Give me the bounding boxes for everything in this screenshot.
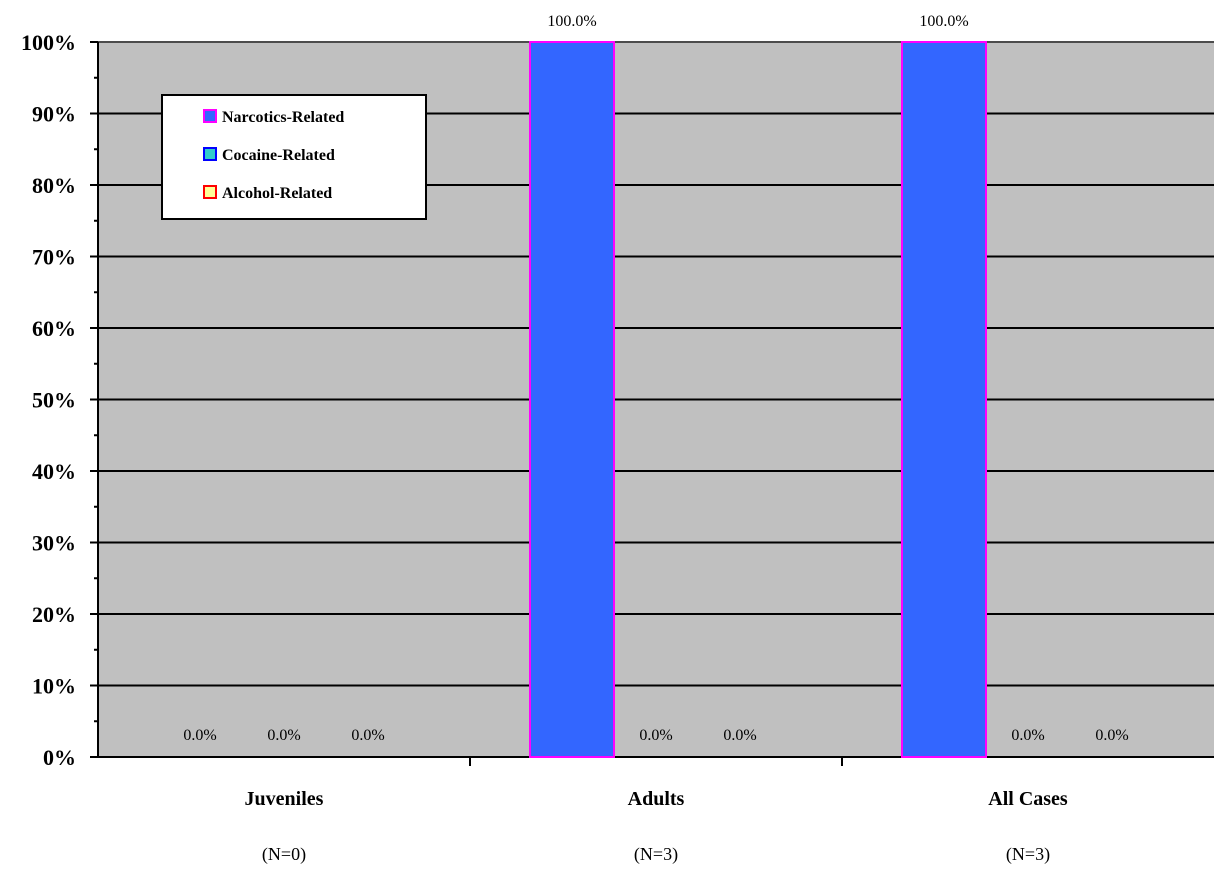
legend-swatch	[204, 186, 216, 198]
y-tick-label: 10%	[32, 674, 76, 699]
category-count-label: (N=0)	[262, 844, 306, 865]
y-tick-label: 0%	[43, 745, 76, 770]
data-label: 0.0%	[267, 727, 300, 744]
y-tick-label: 40%	[32, 459, 76, 484]
category-count-label: (N=3)	[1006, 844, 1050, 865]
y-axis: 0% 10% 20% 30% 40% 50% 60% 70% 80% 90% 100%	[21, 30, 98, 770]
data-label: 100.0%	[547, 13, 596, 30]
bar	[902, 42, 986, 757]
category-label: Adults	[628, 788, 685, 810]
category-label: Juveniles	[245, 788, 324, 810]
legend-label: Cocaine-Related	[222, 147, 335, 164]
y-tick-label: 20%	[32, 602, 76, 627]
legend-label: Narcotics-Related	[222, 109, 344, 126]
data-label: 100.0%	[919, 13, 968, 30]
legend-swatch	[204, 148, 216, 160]
category-label: All Cases	[988, 788, 1068, 810]
data-label: 0.0%	[639, 727, 672, 744]
y-tick-label: 90%	[32, 102, 76, 127]
y-tick-label: 30%	[32, 531, 76, 556]
y-tick-label: 100%	[21, 30, 76, 55]
data-label: 0.0%	[1011, 727, 1044, 744]
bar	[530, 42, 614, 757]
legend-label: Alcohol-Related	[222, 185, 332, 202]
y-tick-label: 70%	[32, 245, 76, 270]
y-tick-label: 60%	[32, 316, 76, 341]
y-tick-label: 50%	[32, 388, 76, 413]
data-label: 0.0%	[1095, 727, 1128, 744]
legend-swatch	[204, 110, 216, 122]
legend: Narcotics-Related Cocaine-Related Alcohol-…	[162, 95, 426, 219]
y-tick-label: 80%	[32, 173, 76, 198]
data-label: 0.0%	[723, 727, 756, 744]
x-axis: Juveniles (N=0) Adults (N=3) All Cases (N=3)	[98, 757, 1214, 865]
data-label: 0.0%	[351, 727, 384, 744]
data-label: 0.0%	[183, 727, 216, 744]
category-count-label: (N=3)	[634, 844, 678, 865]
